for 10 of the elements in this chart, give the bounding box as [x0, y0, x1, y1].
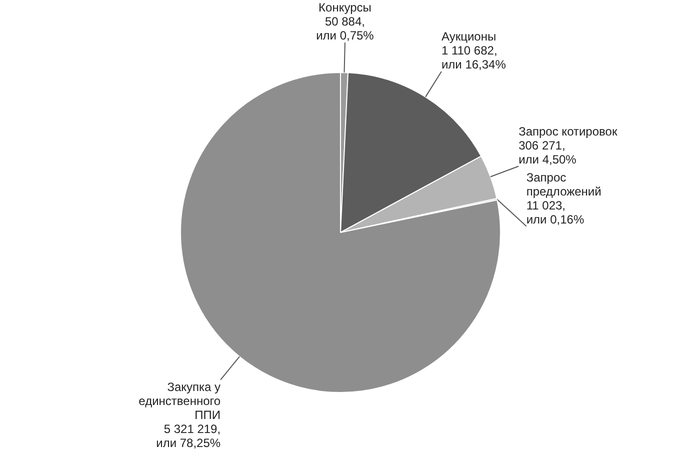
slice-label: Аукционы: [441, 30, 496, 44]
slice-label: Закупка у единственного ППИ: [138, 380, 221, 422]
data-label: 50 884, или 0,75%: [316, 14, 374, 43]
data-label: 1 110 682, или 16,34%: [441, 44, 506, 72]
data-label: 11 023, или 0,16%: [526, 198, 584, 226]
slice-label: Конкурсы: [318, 0, 372, 15]
slice-label: Запрос котировок: [518, 124, 618, 138]
data-label: 5 321 219, или 78,25%: [156, 422, 221, 450]
data-label: 306 271, или 4,50%: [518, 138, 577, 166]
slice-label: Запрос предложений: [526, 170, 602, 198]
